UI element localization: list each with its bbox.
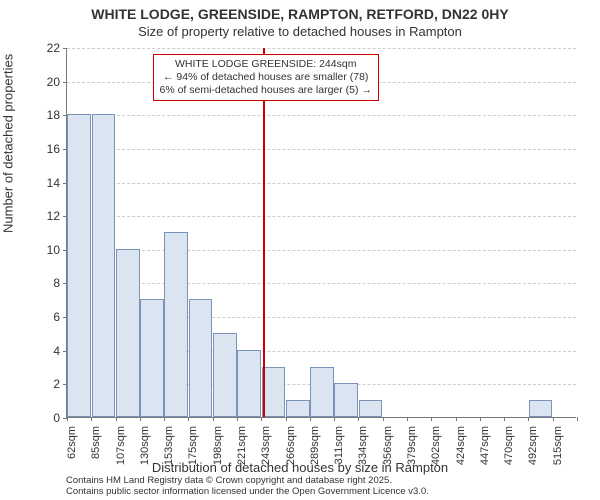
x-tick-label: 221sqm bbox=[236, 426, 248, 465]
gridline bbox=[67, 216, 576, 217]
marker-callout: WHITE LODGE GREENSIDE: 244sqm← 94% of de… bbox=[153, 54, 379, 101]
x-tick bbox=[261, 417, 262, 421]
x-tick bbox=[553, 417, 554, 421]
x-tick bbox=[237, 417, 238, 421]
x-tick-label: 175sqm bbox=[187, 426, 199, 465]
callout-line: 6% of semi-detached houses are larger (5… bbox=[160, 84, 372, 97]
x-tick bbox=[528, 417, 529, 421]
callout-line: ← 94% of detached houses are smaller (78… bbox=[160, 71, 372, 84]
histogram-bar bbox=[164, 232, 188, 417]
y-tick-label: 12 bbox=[30, 209, 60, 223]
histogram-bar bbox=[189, 299, 213, 417]
x-tick-label: 107sqm bbox=[115, 426, 127, 465]
x-tick bbox=[577, 417, 578, 421]
y-tick-label: 8 bbox=[30, 276, 60, 290]
chart-title: WHITE LODGE, GREENSIDE, RAMPTON, RETFORD… bbox=[0, 6, 600, 22]
x-tick bbox=[480, 417, 481, 421]
histogram-bar bbox=[237, 350, 261, 417]
x-tick-label: 447sqm bbox=[479, 426, 491, 465]
x-tick bbox=[334, 417, 335, 421]
histogram-bar bbox=[92, 114, 116, 417]
x-tick-label: 266sqm bbox=[285, 426, 297, 465]
attribution-line: Contains public sector information licen… bbox=[66, 487, 429, 498]
x-tick-label: 153sqm bbox=[163, 426, 175, 465]
y-tick-label: 18 bbox=[30, 108, 60, 122]
gridline bbox=[67, 115, 576, 116]
x-tick bbox=[358, 417, 359, 421]
y-tick bbox=[63, 48, 67, 49]
x-tick-label: 289sqm bbox=[309, 426, 321, 465]
y-tick bbox=[63, 82, 67, 83]
plot-area: WHITE LODGE GREENSIDE: 244sqm← 94% of de… bbox=[66, 48, 576, 418]
y-axis-label: Number of detached properties bbox=[1, 54, 16, 233]
y-tick-label: 16 bbox=[30, 142, 60, 156]
x-tick bbox=[456, 417, 457, 421]
histogram-bar bbox=[310, 367, 334, 417]
histogram-bar bbox=[359, 400, 383, 417]
y-tick-label: 20 bbox=[30, 75, 60, 89]
x-tick-label: 334sqm bbox=[357, 426, 369, 465]
y-tick-label: 2 bbox=[30, 377, 60, 391]
x-tick bbox=[116, 417, 117, 421]
x-tick-label: 424sqm bbox=[455, 426, 467, 465]
histogram-bar bbox=[213, 333, 237, 417]
x-tick-label: 470sqm bbox=[503, 426, 515, 465]
gridline bbox=[67, 149, 576, 150]
marker-line bbox=[263, 48, 265, 417]
x-tick bbox=[310, 417, 311, 421]
histogram-bar bbox=[262, 367, 286, 417]
x-tick bbox=[67, 417, 68, 421]
x-tick bbox=[188, 417, 189, 421]
x-tick bbox=[431, 417, 432, 421]
y-tick-label: 6 bbox=[30, 310, 60, 324]
x-tick-label: 356sqm bbox=[382, 426, 394, 465]
x-tick bbox=[140, 417, 141, 421]
x-tick-label: 379sqm bbox=[406, 426, 418, 465]
gridline bbox=[67, 48, 576, 49]
x-tick-label: 198sqm bbox=[212, 426, 224, 465]
gridline bbox=[67, 183, 576, 184]
histogram-bar bbox=[334, 383, 358, 417]
x-tick-label: 311sqm bbox=[333, 426, 345, 464]
callout-line: WHITE LODGE GREENSIDE: 244sqm bbox=[160, 58, 372, 71]
y-tick-label: 14 bbox=[30, 176, 60, 190]
gridline bbox=[67, 250, 576, 251]
histogram-bar bbox=[140, 299, 164, 417]
x-tick-label: 62sqm bbox=[66, 426, 78, 459]
x-tick bbox=[286, 417, 287, 421]
gridline bbox=[67, 283, 576, 284]
x-tick bbox=[504, 417, 505, 421]
x-tick bbox=[164, 417, 165, 421]
x-tick bbox=[383, 417, 384, 421]
attribution: Contains HM Land Registry data © Crown c… bbox=[66, 476, 429, 498]
y-tick-label: 0 bbox=[30, 411, 60, 425]
histogram-bar bbox=[116, 249, 140, 417]
x-tick bbox=[213, 417, 214, 421]
chart-subtitle: Size of property relative to detached ho… bbox=[0, 24, 600, 39]
y-tick-label: 4 bbox=[30, 344, 60, 358]
x-tick-label: 515sqm bbox=[552, 426, 564, 465]
x-tick-label: 243sqm bbox=[260, 426, 272, 465]
x-tick-label: 130sqm bbox=[139, 426, 151, 465]
histogram-bar bbox=[67, 114, 91, 417]
x-tick-label: 402sqm bbox=[430, 426, 442, 465]
histogram-bar bbox=[286, 400, 310, 417]
x-tick-label: 85sqm bbox=[90, 426, 102, 459]
histogram-bar bbox=[529, 400, 553, 417]
x-tick bbox=[91, 417, 92, 421]
x-tick bbox=[407, 417, 408, 421]
x-tick-label: 492sqm bbox=[527, 426, 539, 465]
y-tick-label: 10 bbox=[30, 243, 60, 257]
y-tick-label: 22 bbox=[30, 41, 60, 55]
